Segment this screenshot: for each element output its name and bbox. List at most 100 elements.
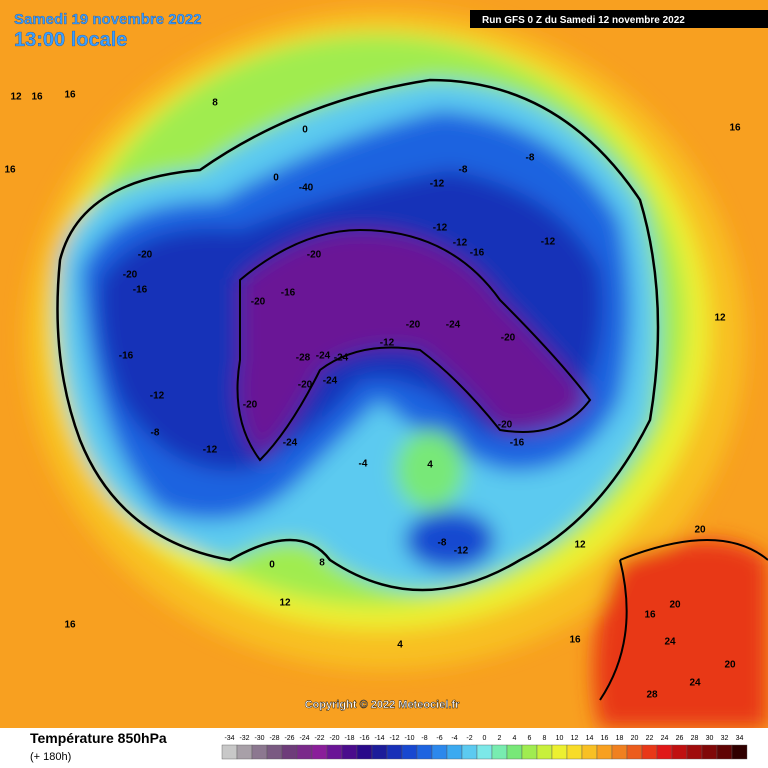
contour-label: 16 — [64, 90, 76, 101]
contour-label: 16 — [31, 92, 43, 103]
run-box — [470, 10, 768, 28]
legend-label: -30 — [254, 735, 264, 742]
contour-label: -16 — [510, 438, 525, 449]
contour-label: -8 — [526, 153, 535, 164]
contour-label: -20 — [501, 333, 516, 344]
legend-swatch — [506, 744, 523, 760]
contour-label: -16 — [281, 288, 296, 299]
legend-swatch — [581, 744, 598, 760]
contour-label: -20 — [138, 250, 153, 261]
legend-swatch — [401, 744, 418, 760]
legend-label: 2 — [498, 735, 502, 742]
contour-label: 20 — [694, 525, 706, 536]
legend-swatch — [416, 744, 433, 760]
contour-label: -20 — [307, 250, 322, 261]
legend-swatch — [356, 744, 373, 760]
zero-isotherm — [56, 78, 660, 592]
legend-label: -28 — [269, 735, 279, 742]
legend-swatch — [596, 744, 613, 760]
contour-label: 4 — [397, 640, 403, 651]
legend-label: -24 — [299, 735, 309, 742]
legend-label: 8 — [543, 735, 547, 742]
contour-label: -28 — [296, 353, 311, 364]
contour-label: -8 — [438, 538, 447, 549]
contour-label: 8 — [319, 558, 325, 569]
legend-label: 32 — [721, 735, 729, 742]
legend-label: 22 — [646, 735, 654, 742]
warm-isotherm — [599, 539, 768, 701]
contour-label: 16 — [64, 620, 76, 631]
contour-label: 16 — [729, 123, 741, 134]
contour-label: 24 — [664, 637, 676, 648]
legend-label: 26 — [676, 735, 684, 742]
legend-label: 10 — [556, 735, 564, 742]
contour-label: -12 — [203, 445, 218, 456]
contour-label: 0 — [302, 125, 308, 136]
legend-label: 30 — [706, 735, 714, 742]
contour-label: -40 — [299, 183, 314, 194]
legend-label: 6 — [528, 735, 532, 742]
legend-swatch — [626, 744, 643, 760]
legend-label: 0 — [483, 735, 487, 742]
date: Samedi 19 novembre 2022 — [14, 11, 202, 28]
contour-label: 20 — [669, 600, 681, 611]
contour-label: 16 — [569, 635, 581, 646]
run: Run GFS 0 Z du Samedi 12 novembre 2022 — [482, 15, 685, 26]
contour-label: -16 — [470, 248, 485, 259]
contour-label: -4 — [359, 459, 368, 470]
legend-swatch — [731, 744, 748, 760]
legend: -34 -32 -30 -28 -26 -24 -22 -20 -18 -16 -14 -12 -10-… — [221, 735, 748, 760]
legend-label: -32 — [239, 735, 249, 742]
contour-label: -12 — [150, 391, 165, 402]
legend-swatch — [251, 744, 268, 760]
legend-swatch — [611, 744, 628, 760]
legend-label: -20 — [329, 735, 339, 742]
legend-swatch — [716, 744, 733, 760]
legend-label: 16 — [601, 735, 609, 742]
contour-label: -8 — [459, 165, 468, 176]
contour-label: 0 — [273, 173, 279, 184]
legend-label: -4 — [451, 735, 457, 742]
legend-swatch — [686, 744, 703, 760]
legend-label: 34 — [736, 735, 744, 742]
legend-label: -2 — [466, 735, 472, 742]
legend-swatch — [296, 744, 313, 760]
legend-swatch — [701, 744, 718, 760]
legend-swatch — [311, 744, 328, 760]
contour-label: 12 — [279, 598, 291, 609]
contour-label: -20 — [406, 320, 421, 331]
legend-swatch — [386, 744, 403, 760]
contour-label: 28 — [646, 690, 658, 701]
legend-swatch — [671, 744, 688, 760]
contour-label: -24 — [283, 438, 298, 449]
legend-swatch — [281, 744, 298, 760]
contour-label: 12 — [574, 540, 586, 551]
footer-title: Température 850hPa — [30, 730, 167, 746]
legend-label: -10 — [404, 735, 414, 742]
contour-label: 16 — [4, 165, 16, 176]
contour-label: -12 — [433, 223, 448, 234]
legend-swatch — [461, 744, 478, 760]
contour-label: 20 — [724, 660, 736, 671]
legend-label: -8 — [421, 735, 427, 742]
legend-label: -16 — [359, 735, 369, 742]
contour-label: -16 — [133, 285, 148, 296]
contour-label: -12 — [430, 179, 445, 190]
cold-isotherm — [236, 228, 592, 462]
contour-label: 24 — [689, 678, 701, 689]
legend-swatch — [371, 744, 388, 760]
legend-swatch — [221, 744, 238, 760]
contour-label: 0 — [269, 560, 275, 571]
contour-label: -12 — [454, 546, 469, 557]
legend-label: -14 — [374, 735, 384, 742]
legend-swatch — [341, 744, 358, 760]
footer-lead: (+ 180h) — [30, 751, 71, 763]
contour-label: 8 — [212, 98, 218, 109]
contour-label: 12 — [714, 313, 726, 324]
legend-swatch — [536, 744, 553, 760]
contour-label: -8 — [151, 428, 160, 439]
copyright: Copyright © 2022 Meteociel.fr — [305, 699, 461, 711]
